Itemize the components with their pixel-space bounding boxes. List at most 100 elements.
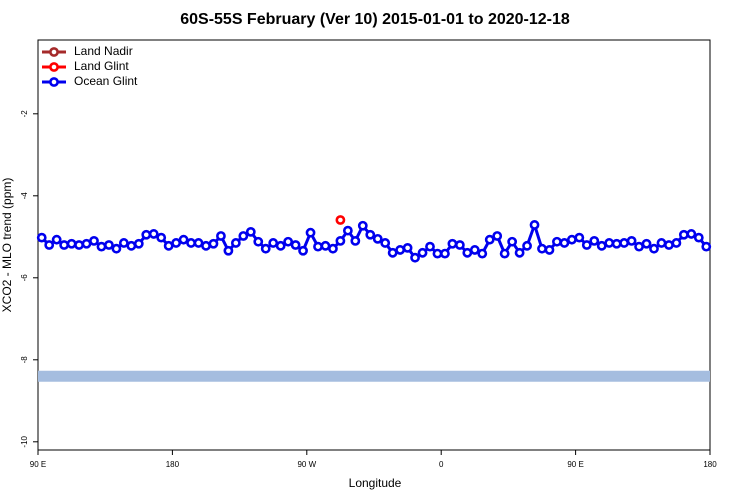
data-point [596,240,607,251]
data-point [507,236,518,247]
x-tick-label: 0 [439,460,444,469]
data-point [529,220,540,230]
data-point [81,238,92,249]
data-point [74,240,84,250]
legend-marker [49,62,59,72]
data-point [544,245,555,255]
data-point [141,229,152,240]
data-point [193,238,204,248]
data-point [365,229,376,240]
data-point [245,226,256,237]
data-point [290,240,301,250]
data-point [372,233,383,244]
data-point [417,247,428,258]
data-point [499,248,510,259]
data-point [469,245,480,255]
x-tick-label: 90 E [30,460,46,469]
legend-marker [49,47,59,57]
data-point [328,243,338,254]
data-point [380,238,391,248]
x-axis-label: Longitude [349,476,402,490]
y-tick-label: -4 [20,192,29,200]
data-point [148,229,159,239]
data-point [559,238,570,248]
data-point [36,232,47,243]
data-point [118,238,129,248]
data-point [201,240,211,251]
legend-marker [49,77,59,87]
data-point [701,241,712,252]
chart-title: 60S-55S February (Ver 10) 2015-01-01 to … [180,11,570,28]
data-point [454,240,465,250]
y-tick-label: -6 [20,274,29,282]
data-point [357,220,368,231]
y-axis-label: XCO2 - MLO trend (ppm) [0,178,14,313]
y-tick-label: -10 [20,435,29,447]
data-point [462,247,473,258]
data-point [537,243,547,254]
data-point [283,236,294,247]
data-point [96,241,107,252]
data-point [492,231,503,241]
data-point [566,234,577,245]
data-point [477,248,488,259]
data-point [552,236,562,247]
x-tick-label: 90 E [567,460,583,469]
data-point [320,240,331,251]
data-point [104,240,114,250]
data-point [634,241,644,252]
data-point [649,243,659,254]
data-point [66,238,77,249]
data-point [619,238,630,248]
data-point [178,234,189,245]
data-point [626,235,637,246]
data-point [522,240,532,251]
legend-label: Land Glint [74,59,129,73]
data-point [693,232,704,243]
data-point [163,240,174,251]
x-tick-label: 90 W [297,460,316,469]
data-point [111,243,122,254]
data-point [230,238,241,248]
data-point [223,245,234,256]
data-point [335,215,346,225]
data-point [51,234,62,245]
data-point [410,252,420,263]
data-point [402,242,413,253]
data-point [268,238,279,248]
data-point [514,247,525,258]
data-point [335,235,346,246]
data-point [44,240,55,250]
data-point [395,245,406,255]
data-point [253,236,264,247]
data-point [656,238,667,248]
y-tick-label: -8 [20,356,29,364]
data-point [574,232,585,243]
data-point [440,248,450,259]
data-point [156,232,167,243]
data-point [59,240,70,250]
data-point [641,238,652,249]
data-point [678,229,689,240]
data-point [208,238,219,249]
data-point [432,248,443,259]
y-tick-label: -2 [20,110,29,118]
data-point [447,238,458,249]
legend-label: Land Nadir [74,44,133,58]
data-point [484,234,495,245]
x-tick-label: 180 [703,460,717,469]
data-point [686,229,697,239]
x-tick-label: 180 [166,460,180,469]
data-point [313,241,323,252]
data-point [186,238,196,248]
data-point [171,238,182,248]
data-point [305,227,316,238]
data-point [298,245,308,256]
data-point [126,240,137,251]
data-point [425,241,435,252]
data-point [589,235,600,246]
data-point [664,240,674,250]
data-point [238,231,249,241]
data-point [216,231,226,241]
data-point [611,238,622,249]
